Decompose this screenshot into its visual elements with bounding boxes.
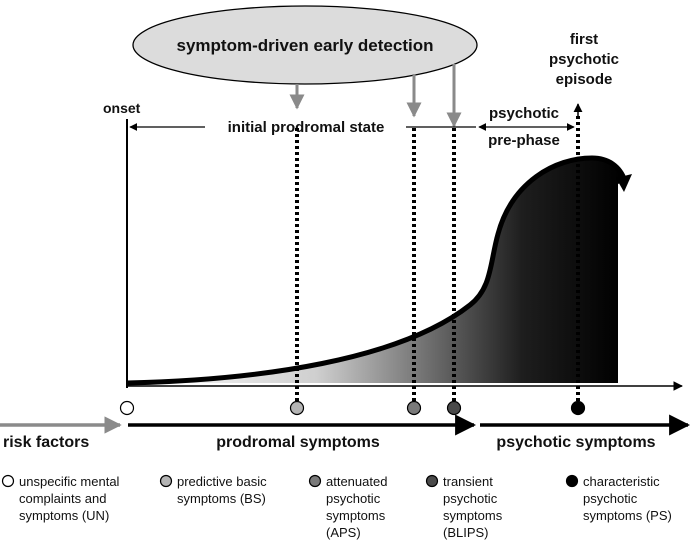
legend-un: unspecific mental complaints and symptom… [1,474,120,523]
legend-aps-line2: psychotic [326,491,381,506]
marker-bs [289,400,305,416]
legend-blips-swatch [425,474,439,488]
legend-bs-line1: predictive basic [177,474,267,489]
legend-blips-line3: symptoms [443,508,503,523]
legend-bs-swatch [159,474,173,488]
legend-ps-line3: symptoms (PS) [583,508,672,523]
marker-ps [570,400,586,416]
legend-blips-line4: (BLIPS) [443,525,489,540]
legend-aps-line1: attenuated [326,474,387,489]
legend-ps-line2: psychotic [583,491,638,506]
legend-un-line1: unspecific mental [19,474,120,489]
illness-curve [127,158,625,383]
legend-aps-line4: (APS) [326,525,361,540]
risk-factors-label: risk factors [3,434,89,451]
legend-ps: characteristic psychotic symptoms (PS) [565,474,672,523]
psychotic-prephase-label-1: psychotic [489,105,559,122]
detection-arrows [289,64,462,128]
psychotic-label: psychotic symptoms [496,434,655,451]
legend-aps: attenuated psychotic symptoms (APS) [308,474,387,540]
marker-aps [406,400,422,416]
legend-aps-line3: symptoms [326,508,386,523]
legend-ps-line1: characteristic [583,474,660,489]
first-episode-label-1: first [570,31,598,48]
prodromal-label: prodromal symptoms [216,434,380,451]
legend: unspecific mental complaints and symptom… [1,474,672,540]
legend-blips-line1: transient [443,474,493,489]
legend-un-swatch [1,474,15,488]
legend-aps-swatch [308,474,322,488]
initial-prodromal-state-label: initial prodromal state [228,119,385,136]
legend-ps-swatch [565,474,579,488]
legend-bs: predictive basic symptoms (BS) [159,474,267,506]
legend-bs-line2: symptoms (BS) [177,491,266,506]
onset-label: onset [103,100,141,116]
legend-blips-line2: psychotic [443,491,498,506]
detection-label: symptom-driven early detection [177,36,434,55]
legend-un-line3: symptoms (UN) [19,508,109,523]
psychotic-prephase-label-2: pre-phase [488,132,560,149]
first-episode-label-3: episode [556,71,613,88]
marker-un [119,400,135,416]
legend-un-line2: complaints and [19,491,106,506]
legend-blips: transient psychotic symptoms (BLIPS) [425,474,503,540]
early-detection-ellipse [132,5,478,85]
curve-arrowhead [616,174,632,192]
marker-blips [446,400,462,416]
first-episode-label-2: psychotic [549,51,619,68]
